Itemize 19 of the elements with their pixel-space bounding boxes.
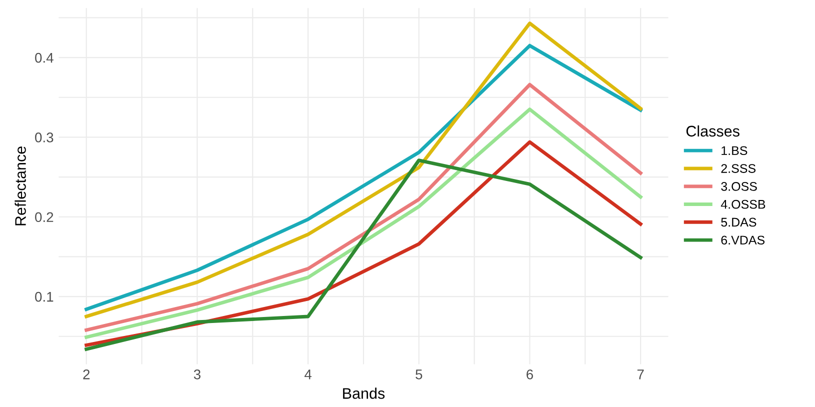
x-axis-title: Bands (343, 388, 385, 399)
y-tick-label: 0.2 (35, 212, 54, 222)
x-tick-label: 4 (304, 370, 312, 380)
x-tick-label: 3 (194, 369, 200, 380)
y-tick-label: 0.3 (35, 132, 54, 142)
y-axis-title: Reflectance (14, 146, 26, 226)
y-tick-label: 0.1 (35, 292, 54, 302)
legend-title: Classes (686, 125, 740, 137)
legend-label: 3.OSS (721, 182, 757, 191)
legend-label: 4.OSSB (720, 200, 766, 209)
x-tick-label: 2 (83, 369, 90, 380)
y-tick-label: 0.4 (35, 52, 54, 63)
legend-label: 1.BS (722, 146, 748, 156)
legend-label: 2.SSS (721, 164, 756, 173)
legend-label: 6.VDAS (721, 236, 765, 245)
x-tick-label: 6 (526, 369, 533, 380)
x-tick-label: 5 (416, 370, 422, 380)
x-tick-label: 7 (637, 370, 644, 380)
legend-label: 5.DAS (721, 218, 756, 227)
